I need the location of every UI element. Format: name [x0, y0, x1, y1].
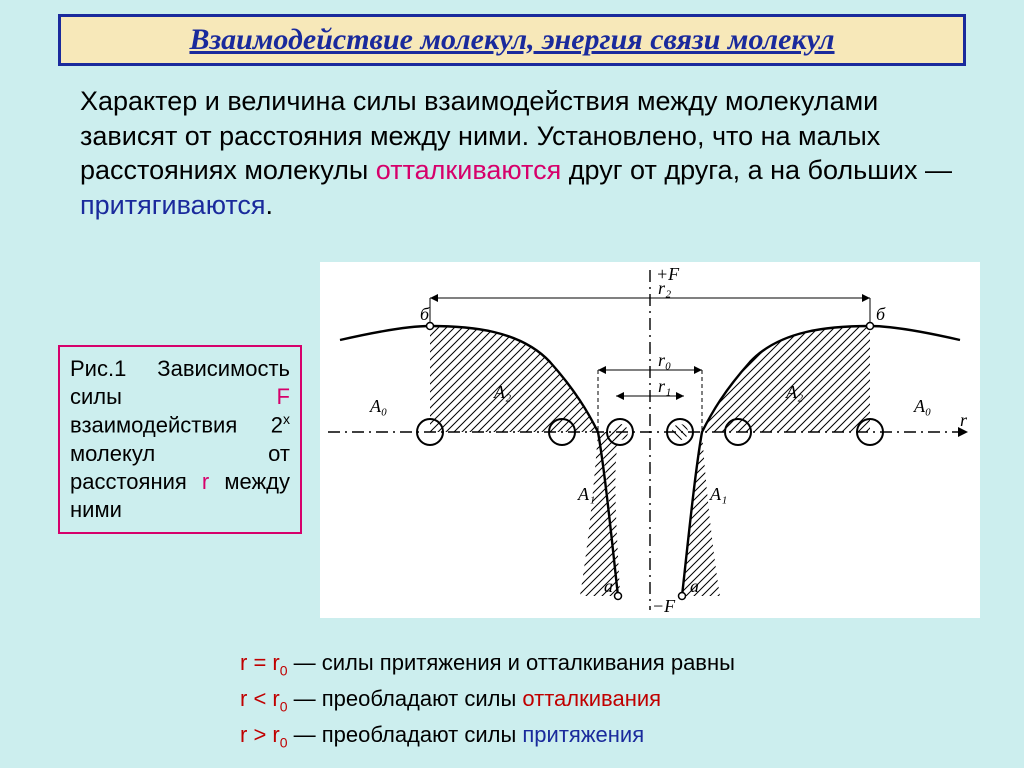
rule-1-cond: r = r0	[240, 650, 288, 675]
label-r0: r₀	[658, 350, 671, 370]
force-distance-diagram: +F −F r r₂ r₀ r₁	[320, 262, 980, 618]
label-r-axis: r	[960, 410, 968, 430]
label-a-left: a	[604, 576, 613, 596]
rules-block: r = r0 — силы притяжения и отталкивания …	[240, 646, 960, 754]
rule-2-text: — преобладают силы	[288, 686, 523, 711]
para-text-2: друг от друга, а на больших —	[561, 155, 952, 185]
label-b-left: б	[420, 304, 430, 324]
label-a0-right: A₀	[913, 396, 931, 416]
para-attract: притягиваются	[80, 190, 266, 220]
label-minus-f: −F	[652, 596, 676, 616]
slide-title: Взаимодействие молекул, энергия связи мо…	[73, 23, 951, 57]
caption-sup: х	[283, 411, 290, 427]
rule-3-text: — преобладают силы	[288, 722, 523, 747]
label-r1-dim: r₁	[658, 376, 671, 396]
rule-3-cond: r > r0	[240, 722, 288, 747]
caption-fvar: F	[277, 384, 290, 409]
rule-1: r = r0 — силы притяжения и отталкивания …	[240, 646, 960, 682]
label-a2-right: A₂	[785, 382, 803, 402]
para-repel: отталкиваются	[376, 155, 561, 185]
label-a2-left: A₂	[493, 382, 511, 402]
label-a1-left: A₁	[577, 484, 595, 504]
label-b-right: б	[876, 304, 886, 324]
caption-p2: взаимодействия 2	[70, 413, 283, 438]
rule-3-emph: притяжения	[522, 722, 644, 747]
rule-3: r > r0 — преобладают силы притяжения	[240, 718, 960, 754]
figure-caption-box: Рис.1 Зависимость силы F взаимодействия …	[58, 345, 302, 534]
rule-1-text: — силы притяжения и отталкивания равны	[288, 650, 735, 675]
label-a-right: a	[690, 576, 699, 596]
rule-2-emph: отталкивания	[522, 686, 661, 711]
title-box: Взаимодействие молекул, энергия связи мо…	[58, 14, 966, 66]
label-r2: r₂	[658, 278, 671, 298]
para-text-3: .	[266, 190, 274, 220]
label-a1-right: A₁	[709, 484, 727, 504]
rule-2-cond: r < r0	[240, 686, 288, 711]
caption-p1: Рис.1 Зависимость силы	[70, 356, 290, 409]
rule-2: r < r0 — преобладают силы отталкивания	[240, 682, 960, 718]
main-paragraph: Характер и величина силы взаимодействия …	[80, 84, 960, 222]
label-a0-left: A₀	[369, 396, 387, 416]
